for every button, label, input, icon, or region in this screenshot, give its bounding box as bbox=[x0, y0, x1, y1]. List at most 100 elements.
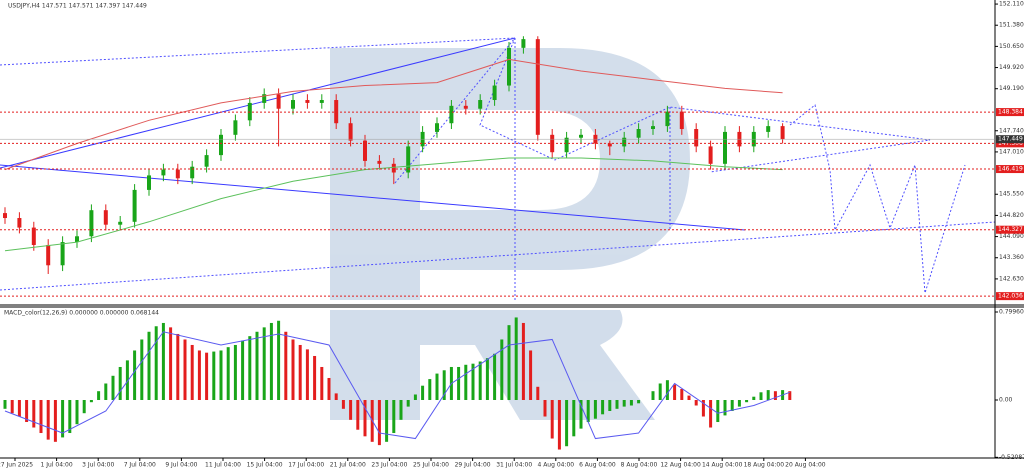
histogram-bar bbox=[241, 340, 245, 400]
histogram-bar bbox=[154, 326, 158, 400]
y-tick-label: 144.820 bbox=[999, 212, 1024, 219]
histogram-bar bbox=[248, 336, 252, 400]
level-label-box bbox=[996, 225, 1024, 234]
candle-body bbox=[564, 137, 569, 153]
histogram-bar bbox=[529, 350, 533, 400]
histogram-bar bbox=[219, 350, 223, 400]
histogram-bar bbox=[550, 399, 554, 439]
histogram-bar bbox=[565, 399, 569, 447]
level-label-box bbox=[996, 292, 1024, 301]
histogram-bar bbox=[25, 399, 29, 423]
histogram-bar bbox=[46, 399, 50, 440]
histogram-bar bbox=[313, 355, 317, 400]
forecast-line bbox=[789, 104, 966, 294]
histogram-bar bbox=[118, 366, 122, 400]
histogram-bar bbox=[291, 339, 295, 400]
histogram-bar bbox=[413, 394, 417, 400]
level-label: 142.036 bbox=[998, 293, 1023, 300]
histogram-bar bbox=[320, 366, 324, 400]
histogram-bar bbox=[680, 388, 684, 400]
histogram-bar bbox=[442, 370, 446, 400]
histogram-bar bbox=[169, 327, 173, 400]
histogram-bar bbox=[637, 399, 641, 404]
x-tick-label: 11 Jul 04:00 bbox=[205, 462, 241, 469]
candle-body bbox=[723, 131, 727, 164]
x-tick-label: 14 Aug 04:00 bbox=[702, 462, 743, 469]
y-tick-label: 152.110 bbox=[999, 1, 1024, 8]
y-tick-label: -0.520878 bbox=[999, 454, 1024, 461]
histogram-bar bbox=[392, 399, 396, 434]
moving-average bbox=[4, 157, 783, 252]
watermark-bottom bbox=[330, 310, 655, 420]
histogram-bar bbox=[17, 399, 21, 417]
histogram-bar bbox=[586, 399, 590, 423]
candle-body bbox=[363, 140, 367, 161]
candle-body bbox=[190, 166, 195, 179]
candle-body bbox=[766, 126, 771, 132]
histogram-bar bbox=[737, 399, 741, 407]
candle-body bbox=[305, 100, 310, 103]
histogram-bar bbox=[759, 392, 763, 400]
histogram-bar bbox=[161, 322, 165, 400]
candle-body bbox=[521, 39, 526, 48]
histogram-bar bbox=[190, 344, 194, 400]
y-tick-label: 0.799602 bbox=[999, 308, 1024, 315]
y-tick-label: 142.630 bbox=[999, 275, 1024, 282]
watermark bbox=[330, 48, 690, 420]
histogram-bar bbox=[104, 383, 108, 400]
histogram-bar bbox=[32, 399, 36, 428]
histogram-bar bbox=[521, 322, 525, 400]
level-label: 144.327 bbox=[998, 226, 1023, 233]
histogram-bar bbox=[478, 361, 482, 400]
candle-body bbox=[132, 189, 137, 222]
histogram-bar bbox=[341, 399, 345, 409]
histogram-bar bbox=[673, 384, 677, 400]
histogram-bar bbox=[39, 399, 43, 434]
chart-title: USDJPY,H4 147.571 147.571 147.397 147.44… bbox=[8, 3, 147, 10]
histogram-bar bbox=[262, 327, 266, 400]
candle-body bbox=[103, 210, 108, 225]
candle-body bbox=[291, 100, 295, 109]
candle-body bbox=[607, 143, 612, 147]
histogram-bar bbox=[377, 399, 381, 446]
y-tick-label: 145.550 bbox=[999, 191, 1024, 198]
candle-body bbox=[161, 169, 166, 176]
histogram-bar bbox=[82, 399, 86, 414]
candle-body bbox=[219, 134, 223, 156]
candle-body bbox=[651, 126, 655, 130]
signal-line bbox=[4, 331, 790, 440]
histogram-bar bbox=[305, 349, 309, 400]
candle-body bbox=[391, 163, 396, 173]
x-tick-label: 17 Jul 04:00 bbox=[288, 462, 324, 469]
x-tick-label: 23 Jul 04:00 bbox=[371, 462, 407, 469]
trend-line bbox=[0, 37, 516, 169]
level-label-box bbox=[996, 139, 1024, 148]
trend-line bbox=[0, 37, 516, 66]
y-tick-label: 149.920 bbox=[999, 64, 1024, 71]
histogram-bar bbox=[543, 399, 547, 417]
level-label: 147.306 bbox=[998, 140, 1023, 147]
candle-body bbox=[463, 105, 468, 109]
histogram-bar bbox=[651, 391, 655, 400]
candle-body bbox=[89, 210, 94, 237]
candle-body bbox=[377, 160, 382, 164]
candle-body bbox=[579, 134, 583, 138]
histogram-bar bbox=[212, 351, 216, 400]
level-label: 146.419 bbox=[998, 166, 1023, 173]
histogram-bar bbox=[399, 399, 403, 420]
candle-body bbox=[435, 123, 439, 132]
x-tick-label: 15 Jul 04:00 bbox=[247, 462, 283, 469]
candle-body bbox=[636, 129, 641, 138]
y-tick-label: 149.190 bbox=[999, 85, 1024, 92]
histogram-bar bbox=[147, 331, 151, 400]
y-tick-label: 147.010 bbox=[999, 148, 1024, 155]
histogram-bar bbox=[723, 399, 727, 416]
x-tick-label: 6 Aug 04:00 bbox=[579, 462, 616, 469]
y-tick-label: 0.00 bbox=[999, 396, 1013, 403]
histogram-bar bbox=[140, 339, 144, 400]
histogram-bar bbox=[233, 344, 237, 400]
y-tick-label: 144.090 bbox=[999, 233, 1024, 240]
histogram-bar bbox=[701, 399, 705, 417]
histogram-bar bbox=[579, 399, 583, 429]
histogram-bar bbox=[507, 325, 511, 400]
